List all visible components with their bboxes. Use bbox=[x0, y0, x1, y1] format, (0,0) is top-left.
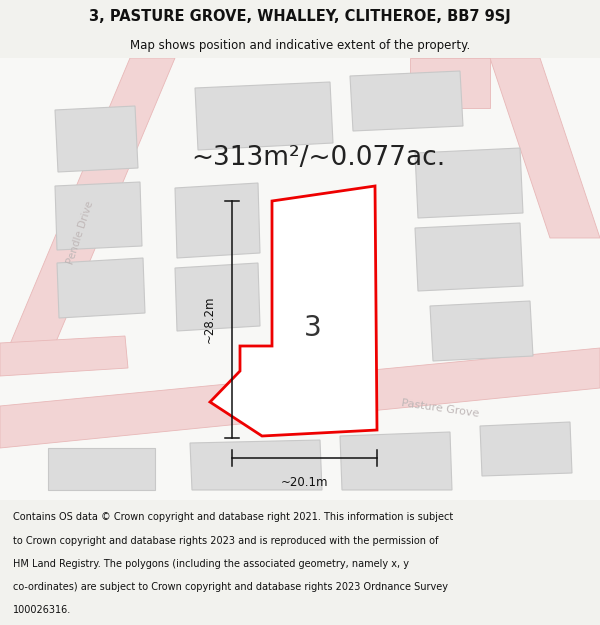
Text: Map shows position and indicative extent of the property.: Map shows position and indicative extent… bbox=[130, 39, 470, 52]
Text: HM Land Registry. The polygons (including the associated geometry, namely x, y: HM Land Registry. The polygons (includin… bbox=[13, 559, 409, 569]
Text: to Crown copyright and database rights 2023 and is reproduced with the permissio: to Crown copyright and database rights 2… bbox=[13, 536, 439, 546]
Text: 100026316.: 100026316. bbox=[13, 605, 71, 615]
Polygon shape bbox=[0, 348, 600, 448]
Polygon shape bbox=[175, 183, 260, 258]
Polygon shape bbox=[210, 186, 377, 436]
Text: Contains OS data © Crown copyright and database right 2021. This information is : Contains OS data © Crown copyright and d… bbox=[13, 512, 454, 522]
Text: co-ordinates) are subject to Crown copyright and database rights 2023 Ordnance S: co-ordinates) are subject to Crown copyr… bbox=[13, 582, 448, 592]
Polygon shape bbox=[410, 58, 490, 108]
Polygon shape bbox=[55, 182, 142, 250]
Text: ~20.1m: ~20.1m bbox=[281, 476, 328, 489]
Polygon shape bbox=[190, 440, 322, 490]
Polygon shape bbox=[415, 223, 523, 291]
Polygon shape bbox=[0, 336, 128, 376]
Polygon shape bbox=[48, 448, 155, 490]
Polygon shape bbox=[195, 82, 333, 150]
Polygon shape bbox=[340, 432, 452, 490]
Text: ~313m²/~0.077ac.: ~313m²/~0.077ac. bbox=[191, 145, 445, 171]
Polygon shape bbox=[55, 106, 138, 172]
Polygon shape bbox=[415, 148, 523, 218]
Text: 3: 3 bbox=[304, 314, 322, 342]
Polygon shape bbox=[175, 263, 260, 331]
Text: Pasture Grove: Pasture Grove bbox=[400, 398, 479, 418]
Polygon shape bbox=[430, 301, 533, 361]
Polygon shape bbox=[57, 258, 145, 318]
Polygon shape bbox=[0, 58, 175, 368]
Polygon shape bbox=[490, 58, 600, 238]
Text: 3, PASTURE GROVE, WHALLEY, CLITHEROE, BB7 9SJ: 3, PASTURE GROVE, WHALLEY, CLITHEROE, BB… bbox=[89, 9, 511, 24]
Text: ~28.2m: ~28.2m bbox=[203, 296, 216, 343]
Polygon shape bbox=[350, 71, 463, 131]
Polygon shape bbox=[480, 422, 572, 476]
Text: Pendle Drive: Pendle Drive bbox=[65, 200, 95, 266]
